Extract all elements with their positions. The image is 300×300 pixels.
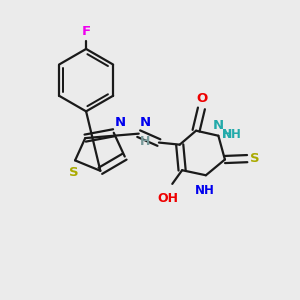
Text: O: O xyxy=(196,92,208,105)
Text: OH: OH xyxy=(157,192,178,205)
Text: N: N xyxy=(140,116,151,129)
Text: H: H xyxy=(222,128,232,141)
Text: NH: NH xyxy=(194,184,214,196)
Text: H: H xyxy=(140,135,151,148)
Text: F: F xyxy=(82,25,91,38)
Text: S: S xyxy=(250,152,259,165)
Text: S: S xyxy=(68,166,78,179)
Text: NH: NH xyxy=(222,128,242,141)
Text: N: N xyxy=(115,116,126,129)
Text: N: N xyxy=(213,118,224,132)
